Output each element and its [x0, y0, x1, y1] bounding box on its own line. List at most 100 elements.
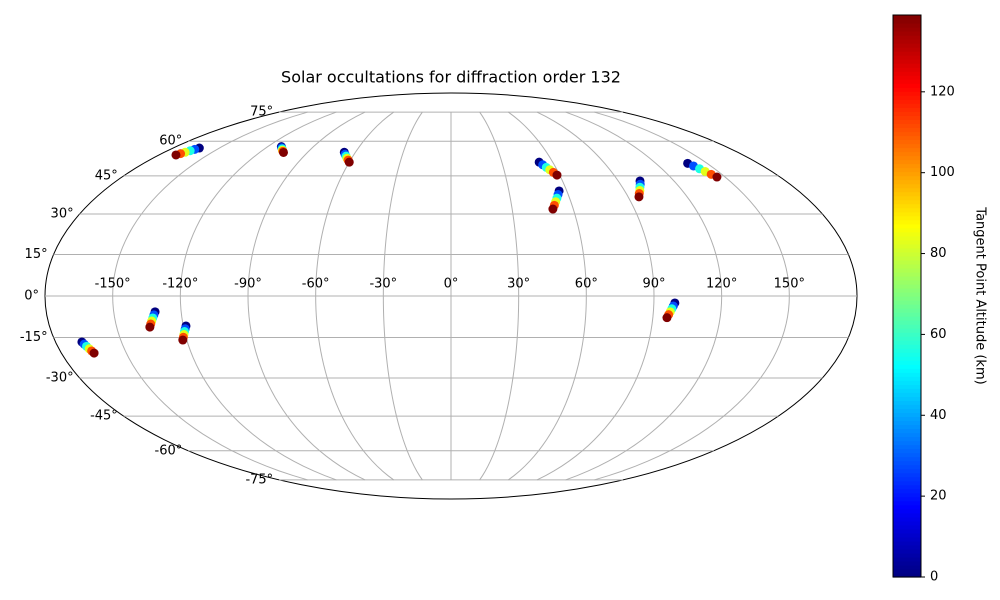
colorbar-segment	[893, 440, 921, 446]
x-tick-label: -60°	[302, 277, 330, 292]
y-tick-label: 30°	[51, 206, 74, 221]
colorbar-segment	[893, 15, 921, 20]
colorbar-segment	[893, 23, 921, 28]
colorbar-segment	[893, 239, 921, 245]
colorbar-segment	[893, 19, 921, 24]
occultation-point	[552, 170, 562, 180]
colorbar-segment	[893, 111, 921, 116]
colorbar-segment	[893, 151, 921, 157]
colorbar-segment	[893, 51, 921, 56]
colorbar-segment	[893, 416, 921, 422]
colorbar-segment	[893, 175, 921, 181]
colorbar-segment	[893, 123, 921, 128]
colorbar-segment	[893, 291, 921, 297]
colorbar-segment	[893, 71, 921, 76]
grid-line	[565, 111, 723, 481]
colorbar-segment	[893, 279, 921, 285]
occultation-point	[344, 157, 354, 167]
y-tick-label: -60°	[155, 443, 183, 458]
colorbar-segment	[893, 484, 921, 490]
colorbar-segment	[893, 356, 921, 361]
colorbar-segment	[893, 396, 921, 401]
x-tick-label: 120°	[706, 277, 737, 292]
colorbar-segment	[893, 516, 921, 522]
colorbar-segment	[893, 95, 921, 100]
colorbar-segment	[893, 235, 921, 241]
colorbar-segment	[893, 344, 921, 349]
colorbar-frame	[892, 14, 922, 578]
colorbar-segment	[893, 259, 921, 265]
colorbar-segment	[893, 155, 921, 161]
colorbar-segment	[893, 412, 921, 418]
colorbar-segment	[893, 296, 921, 301]
colorbar-segment	[893, 127, 921, 133]
colorbar-segment	[893, 300, 921, 305]
colorbar-segment	[893, 404, 921, 409]
occultation-point	[89, 348, 99, 358]
colorbar-segment	[893, 195, 921, 201]
occultation-point	[634, 192, 644, 202]
colorbar-segment	[893, 275, 921, 281]
y-tick-label: -75°	[245, 472, 273, 487]
colorbar-segment	[893, 348, 921, 353]
x-tick-label: 30°	[507, 277, 530, 292]
colorbar-segment	[893, 211, 921, 217]
colorbar-segment	[893, 476, 921, 482]
colorbar-segment	[893, 27, 921, 32]
occultation-point	[662, 313, 672, 323]
colorbar-segment	[893, 287, 921, 293]
colorbar-segment	[893, 424, 921, 430]
y-tick-label: 60°	[159, 134, 182, 149]
colorbar-segment	[893, 460, 921, 466]
colorbar-segment	[893, 167, 921, 173]
colorbar-segment	[893, 263, 921, 269]
colorbar-segment	[893, 179, 921, 185]
x-tick-label: -150°	[95, 277, 131, 292]
colorbar-segment	[893, 500, 921, 506]
colorbar-segment	[893, 436, 921, 442]
colorbar-tick-label: 0	[930, 570, 938, 585]
grid-line	[247, 111, 366, 481]
colorbar-segment	[893, 524, 921, 530]
x-tick-label: 60°	[575, 277, 598, 292]
colorbar-label: Tangent Point Altitude (km)	[973, 206, 988, 384]
colorbar-segment	[893, 532, 921, 538]
colorbar-segment	[893, 135, 921, 141]
colorbar-segment	[893, 488, 921, 494]
colorbar-segment	[893, 496, 921, 502]
colorbar-segment	[893, 336, 921, 341]
colorbar-segment	[893, 255, 921, 261]
colorbar-segment	[893, 215, 921, 221]
colorbar-segment	[893, 556, 921, 562]
colorbar-segment	[893, 504, 921, 510]
colorbar-segment	[893, 400, 921, 405]
y-tick-label: 0°	[24, 289, 39, 304]
colorbar-segment	[893, 312, 921, 317]
colorbar-segment	[893, 147, 921, 153]
colorbar-segment	[893, 99, 921, 104]
colorbar-segment	[893, 79, 921, 84]
colorbar-segment	[893, 75, 921, 80]
colorbar-segment	[893, 508, 921, 514]
occultation-point	[278, 147, 288, 157]
colorbar-segment	[893, 83, 921, 88]
occultation-point	[171, 150, 181, 160]
colorbar-tick-label: 40	[930, 408, 947, 423]
occultation-point	[548, 204, 558, 214]
colorbar-segment	[893, 316, 921, 321]
colorbar-segment	[893, 163, 921, 169]
colorbar-segment	[893, 332, 921, 337]
colorbar-segment	[893, 376, 921, 381]
colorbar-segment	[893, 372, 921, 377]
colorbar-segment	[893, 231, 921, 237]
colorbar-segment	[893, 464, 921, 470]
colorbar-segment	[893, 480, 921, 486]
colorbar-segment	[893, 103, 921, 108]
colorbar-segment	[893, 324, 921, 329]
colorbar-segment	[893, 131, 921, 137]
colorbar-segment	[893, 552, 921, 558]
x-tick-label: 150°	[774, 277, 805, 292]
colorbar-segment	[893, 267, 921, 273]
colorbar-segment	[893, 432, 921, 438]
